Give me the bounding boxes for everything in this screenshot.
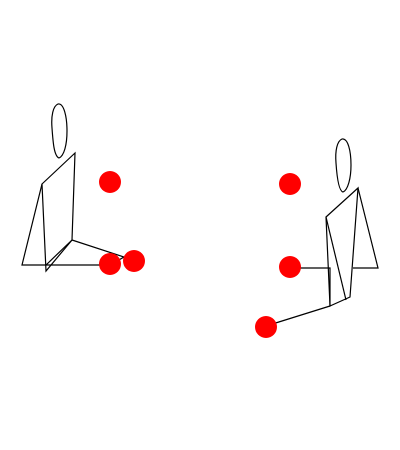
right-figure-back-panel — [325, 186, 359, 307]
right-figure-arm — [265, 267, 331, 327]
red-markers — [99, 171, 301, 338]
right-figure-leg — [353, 187, 379, 269]
right-figure-inner-leg — [325, 216, 347, 301]
marker-right-middle — [279, 256, 301, 278]
marker-right-upper — [279, 173, 301, 195]
marker-left-lower-inner — [99, 253, 121, 275]
marker-left-upper — [99, 171, 121, 193]
left-figure-leg — [21, 183, 73, 266]
marker-right-lower — [255, 316, 277, 338]
left-figure-head — [51, 103, 68, 159]
marker-left-lower-outer — [123, 250, 145, 272]
right-seated-figure — [265, 138, 379, 327]
right-figure-head — [335, 138, 352, 193]
